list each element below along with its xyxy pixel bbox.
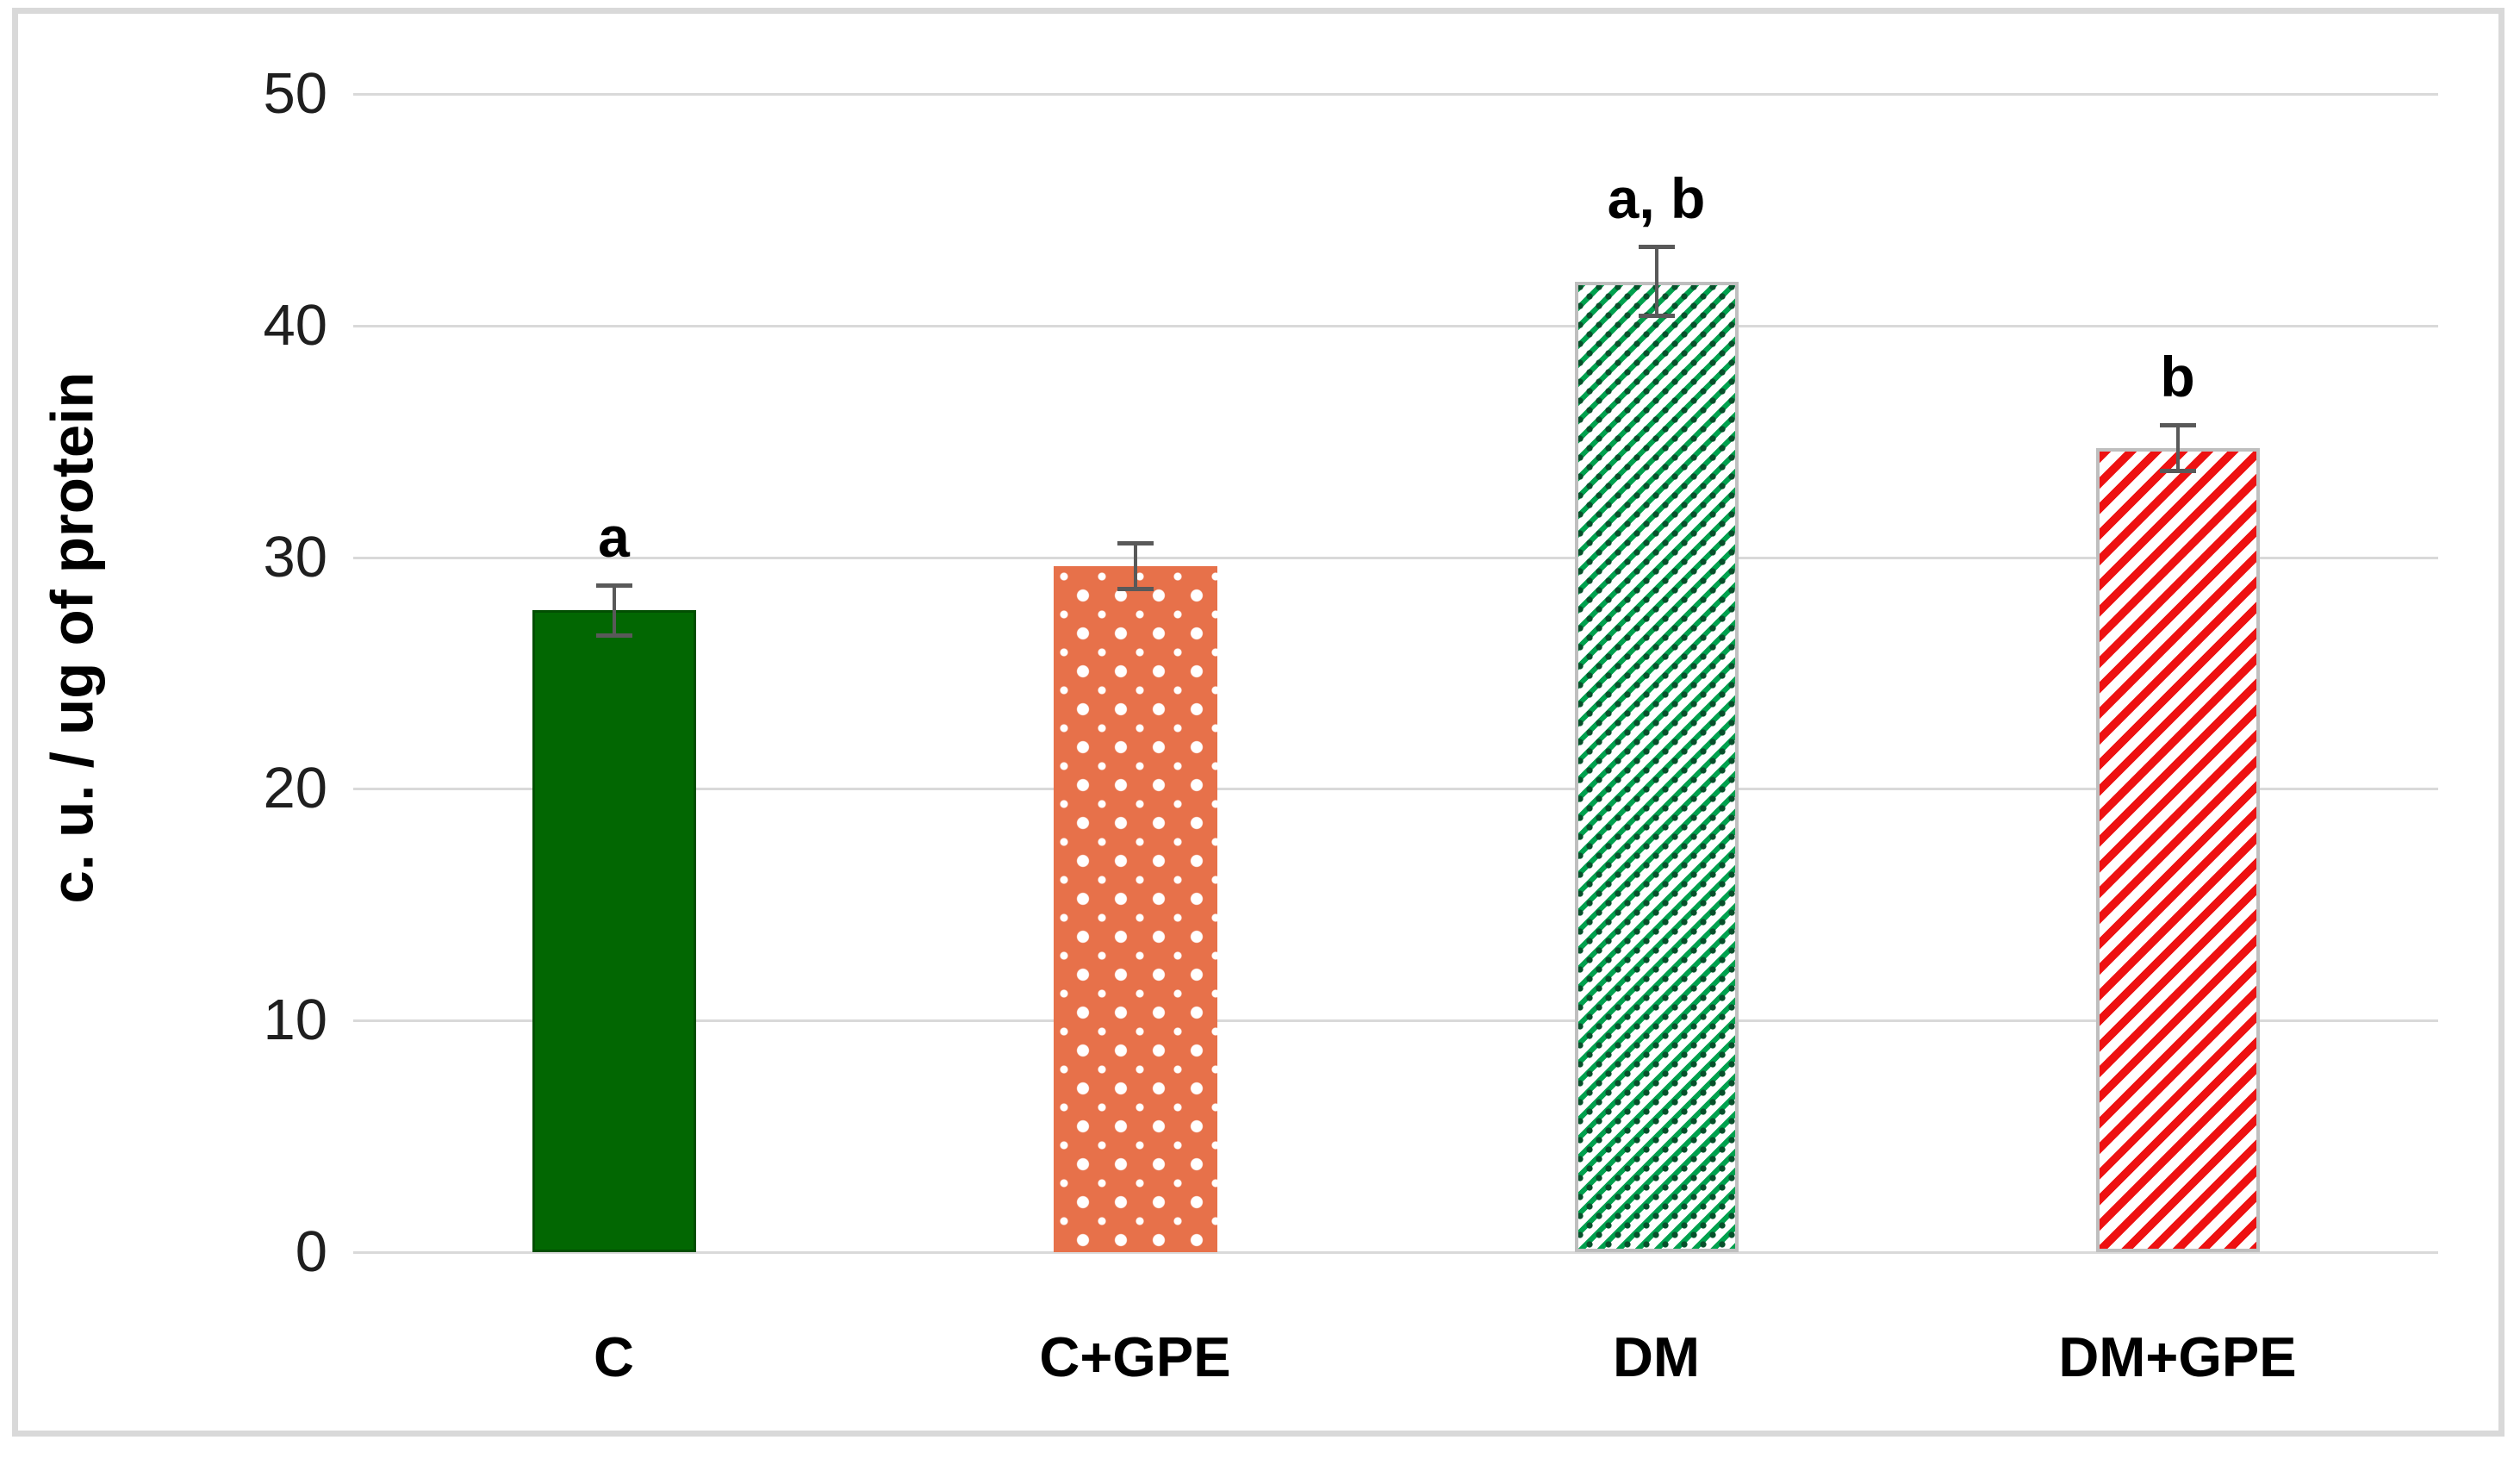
error-bar-cap-top bbox=[595, 583, 632, 588]
error-bar-line bbox=[1133, 543, 1137, 590]
significance-label: a bbox=[598, 504, 630, 569]
bar-dm bbox=[1574, 281, 1739, 1252]
gridline bbox=[353, 93, 2438, 96]
x-tick-label: DM+GPE bbox=[2058, 1325, 2297, 1388]
error-bar-line bbox=[612, 584, 616, 636]
y-tick-label: 50 bbox=[263, 61, 327, 126]
error-bar-cap-top bbox=[2159, 423, 2196, 428]
bar-dm-gpe bbox=[2095, 448, 2260, 1252]
y-tick-label: 0 bbox=[295, 1219, 327, 1284]
error-bar-cap-bottom bbox=[1638, 314, 1675, 319]
significance-label: b bbox=[2160, 345, 2195, 409]
gridline bbox=[353, 788, 2438, 791]
bar-c-gpe bbox=[1053, 566, 1217, 1252]
gridline bbox=[353, 324, 2438, 327]
gridline bbox=[353, 556, 2438, 559]
error-bar-cap-bottom bbox=[2159, 469, 2196, 474]
y-tick-label: 10 bbox=[263, 988, 327, 1053]
y-tick-label: 40 bbox=[263, 292, 327, 358]
significance-label: a, b bbox=[1607, 166, 1706, 231]
y-axis-title: c. u. / ug of protein bbox=[39, 371, 106, 904]
error-bar-line bbox=[1654, 246, 1658, 317]
error-bar-cap-top bbox=[1117, 541, 1154, 546]
x-tick-label: DM bbox=[1612, 1325, 1701, 1388]
error-bar-cap-bottom bbox=[595, 633, 632, 638]
y-tick-label: 20 bbox=[263, 756, 327, 821]
error-bar-cap-bottom bbox=[1117, 587, 1154, 592]
gridline bbox=[353, 1251, 2438, 1254]
bar-c bbox=[532, 610, 696, 1252]
y-tick-label: 30 bbox=[263, 524, 327, 589]
error-bar-cap-top bbox=[1638, 245, 1675, 250]
error-bar-line bbox=[2175, 425, 2180, 472]
gridline bbox=[353, 1019, 2438, 1023]
x-tick-label: C+GPE bbox=[1039, 1325, 1231, 1388]
x-tick-label: C bbox=[594, 1325, 634, 1388]
